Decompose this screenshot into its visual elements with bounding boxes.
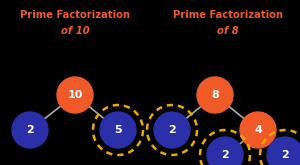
Text: 2: 2 [168, 125, 176, 135]
Text: 2: 2 [26, 125, 34, 135]
Circle shape [207, 137, 243, 165]
Text: Prime Factorization: Prime Factorization [173, 10, 283, 20]
Text: 10: 10 [67, 90, 83, 100]
Circle shape [12, 112, 48, 148]
Circle shape [197, 77, 233, 113]
Circle shape [57, 77, 93, 113]
Text: Prime Factorization: Prime Factorization [20, 10, 130, 20]
Text: 4: 4 [254, 125, 262, 135]
Text: of 10: of 10 [61, 26, 89, 36]
Circle shape [240, 112, 276, 148]
Text: 2: 2 [281, 150, 289, 160]
Text: 8: 8 [211, 90, 219, 100]
Circle shape [267, 137, 300, 165]
Text: 2: 2 [221, 150, 229, 160]
Circle shape [100, 112, 136, 148]
Text: of 8: of 8 [217, 26, 239, 36]
Text: 5: 5 [114, 125, 122, 135]
Circle shape [154, 112, 190, 148]
